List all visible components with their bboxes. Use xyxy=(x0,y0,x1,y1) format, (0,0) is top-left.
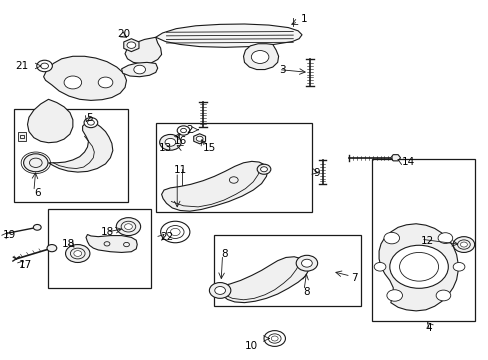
Text: 10: 10 xyxy=(244,341,258,351)
Polygon shape xyxy=(193,134,205,144)
Text: 7: 7 xyxy=(350,273,357,283)
Bar xyxy=(48,210,151,288)
Text: 15: 15 xyxy=(203,143,216,153)
Circle shape xyxy=(260,167,267,172)
Bar xyxy=(156,123,311,212)
Text: 21: 21 xyxy=(15,61,28,71)
Text: 14: 14 xyxy=(401,157,414,167)
Circle shape xyxy=(437,233,452,243)
Circle shape xyxy=(383,232,399,244)
Text: 3: 3 xyxy=(279,64,285,75)
Polygon shape xyxy=(123,39,139,51)
Circle shape xyxy=(47,244,57,252)
Circle shape xyxy=(257,164,270,174)
Text: 17: 17 xyxy=(19,260,32,270)
Circle shape xyxy=(64,76,81,89)
Circle shape xyxy=(98,77,113,88)
Circle shape xyxy=(264,330,285,346)
Text: 8: 8 xyxy=(221,248,227,258)
Polygon shape xyxy=(161,161,267,211)
Circle shape xyxy=(74,251,81,256)
Circle shape xyxy=(134,65,145,74)
Bar xyxy=(14,109,128,202)
Polygon shape xyxy=(18,132,26,141)
Polygon shape xyxy=(48,122,113,172)
Text: 5: 5 xyxy=(86,113,92,123)
Circle shape xyxy=(452,262,464,271)
Polygon shape xyxy=(43,56,126,100)
Circle shape xyxy=(116,218,141,235)
Circle shape xyxy=(160,221,189,243)
Text: 9: 9 xyxy=(313,168,320,178)
Circle shape xyxy=(124,224,132,229)
Polygon shape xyxy=(125,37,161,64)
Circle shape xyxy=(84,118,98,128)
Text: 12: 12 xyxy=(420,236,433,246)
Text: 8: 8 xyxy=(303,287,309,297)
Polygon shape xyxy=(122,62,158,77)
Text: 16: 16 xyxy=(173,136,187,145)
Polygon shape xyxy=(156,24,302,47)
Text: 20: 20 xyxy=(118,29,131,39)
Circle shape xyxy=(23,154,48,172)
Circle shape xyxy=(127,42,136,48)
Circle shape xyxy=(65,244,90,262)
Circle shape xyxy=(301,259,312,267)
Text: 18: 18 xyxy=(61,239,75,249)
Text: 1: 1 xyxy=(300,14,306,24)
Text: 22: 22 xyxy=(160,232,174,242)
Circle shape xyxy=(33,225,41,230)
Text: 2: 2 xyxy=(186,125,193,135)
Circle shape xyxy=(386,290,402,301)
Circle shape xyxy=(159,134,181,150)
Bar xyxy=(214,234,360,306)
Circle shape xyxy=(164,138,175,146)
Text: 11: 11 xyxy=(173,165,187,175)
Circle shape xyxy=(214,287,225,294)
Text: 6: 6 xyxy=(34,188,41,198)
Circle shape xyxy=(296,255,317,271)
Polygon shape xyxy=(390,155,400,161)
Circle shape xyxy=(373,262,385,271)
Circle shape xyxy=(460,242,467,247)
Circle shape xyxy=(209,283,230,298)
Text: 18: 18 xyxy=(101,227,114,237)
Polygon shape xyxy=(86,234,137,252)
Circle shape xyxy=(177,126,189,135)
Circle shape xyxy=(37,60,52,72)
Circle shape xyxy=(435,290,450,301)
Circle shape xyxy=(389,245,447,288)
Text: 4: 4 xyxy=(425,323,431,333)
Text: 19: 19 xyxy=(3,230,17,239)
Circle shape xyxy=(452,237,474,252)
Polygon shape xyxy=(27,99,73,143)
Polygon shape xyxy=(243,44,278,69)
Text: 13: 13 xyxy=(159,143,172,153)
Polygon shape xyxy=(215,257,308,303)
Polygon shape xyxy=(378,224,457,311)
Circle shape xyxy=(229,177,238,183)
Circle shape xyxy=(251,50,268,63)
Bar xyxy=(371,159,474,320)
Circle shape xyxy=(196,136,203,141)
